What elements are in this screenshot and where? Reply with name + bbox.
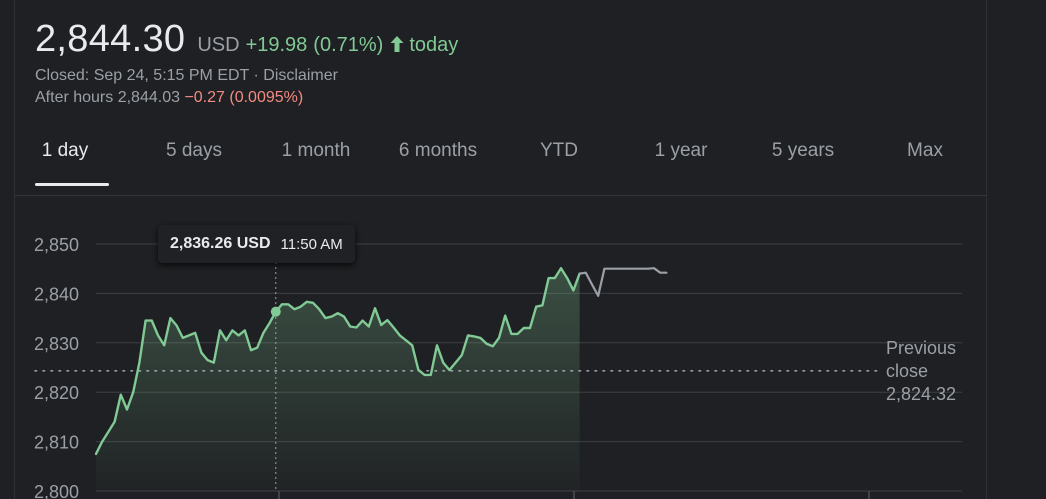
price-change-percent: (0.71%): [313, 34, 384, 56]
tab-1-day[interactable]: 1 day: [41, 140, 89, 161]
after-hours-price: After hours 2,844.03: [35, 89, 180, 106]
hover-point: [270, 306, 281, 317]
previous-close-label: Previous close 2,824.32: [886, 337, 956, 406]
tab-5-years[interactable]: 5 years: [771, 140, 835, 161]
tooltip-time: 11:50 AM: [280, 235, 343, 253]
panel-edge-right: [986, 0, 987, 499]
arrow-up-icon: [389, 35, 405, 53]
price-line-regular: [94, 267, 581, 456]
y-tick-label: 2,840: [34, 284, 79, 304]
time-range-tabs: 1 day 5 days 1 month 6 months YTD 1 year…: [15, 128, 986, 188]
previous-close-label-line1: Previous: [886, 338, 957, 358]
previous-close-value: 2,824.32: [886, 384, 957, 404]
y-tick-label: 2,820: [34, 383, 79, 403]
price-area-fill: [96, 268, 580, 491]
tooltip-price: 2,836.26 USD: [170, 235, 271, 252]
price-change: +19.98: [245, 34, 308, 56]
after-hours-change: −0.27 (0.0095%): [184, 89, 304, 106]
price-summary: 2,844.30 USD +19.98 (0.71%) today: [35, 18, 458, 61]
y-tick-label: 2,830: [34, 334, 79, 354]
tab-max[interactable]: Max: [907, 140, 943, 161]
currency-label: USD: [197, 34, 240, 56]
after-hours-info: After hours 2,844.03 −0.27 (0.0095%): [35, 89, 303, 107]
change-period: today: [409, 34, 459, 56]
y-tick-label: 2,800: [34, 482, 79, 499]
hover-tooltip: 2,836.26 USD 11:50 AM: [158, 225, 355, 263]
tab-ytd[interactable]: YTD: [540, 140, 578, 161]
panel-edge-left: [14, 0, 15, 499]
tabs-divider: [15, 195, 986, 196]
current-price: 2,844.30: [35, 18, 186, 60]
market-closed-info: Closed: Sep 24, 5:15 PM EDT · Disclaimer: [35, 67, 338, 84]
tab-1-year[interactable]: 1 year: [654, 140, 708, 161]
tab-5-days[interactable]: 5 days: [166, 140, 222, 161]
y-tick-label: 2,850: [34, 235, 79, 255]
tab-6-months[interactable]: 6 months: [398, 140, 478, 161]
previous-close-label-line2: close: [886, 361, 929, 381]
y-tick-label: 2,810: [34, 433, 79, 453]
tab-1-month[interactable]: 1 month: [281, 140, 351, 161]
active-tab-indicator: [35, 183, 109, 186]
price-line-after-hours: [578, 267, 668, 297]
